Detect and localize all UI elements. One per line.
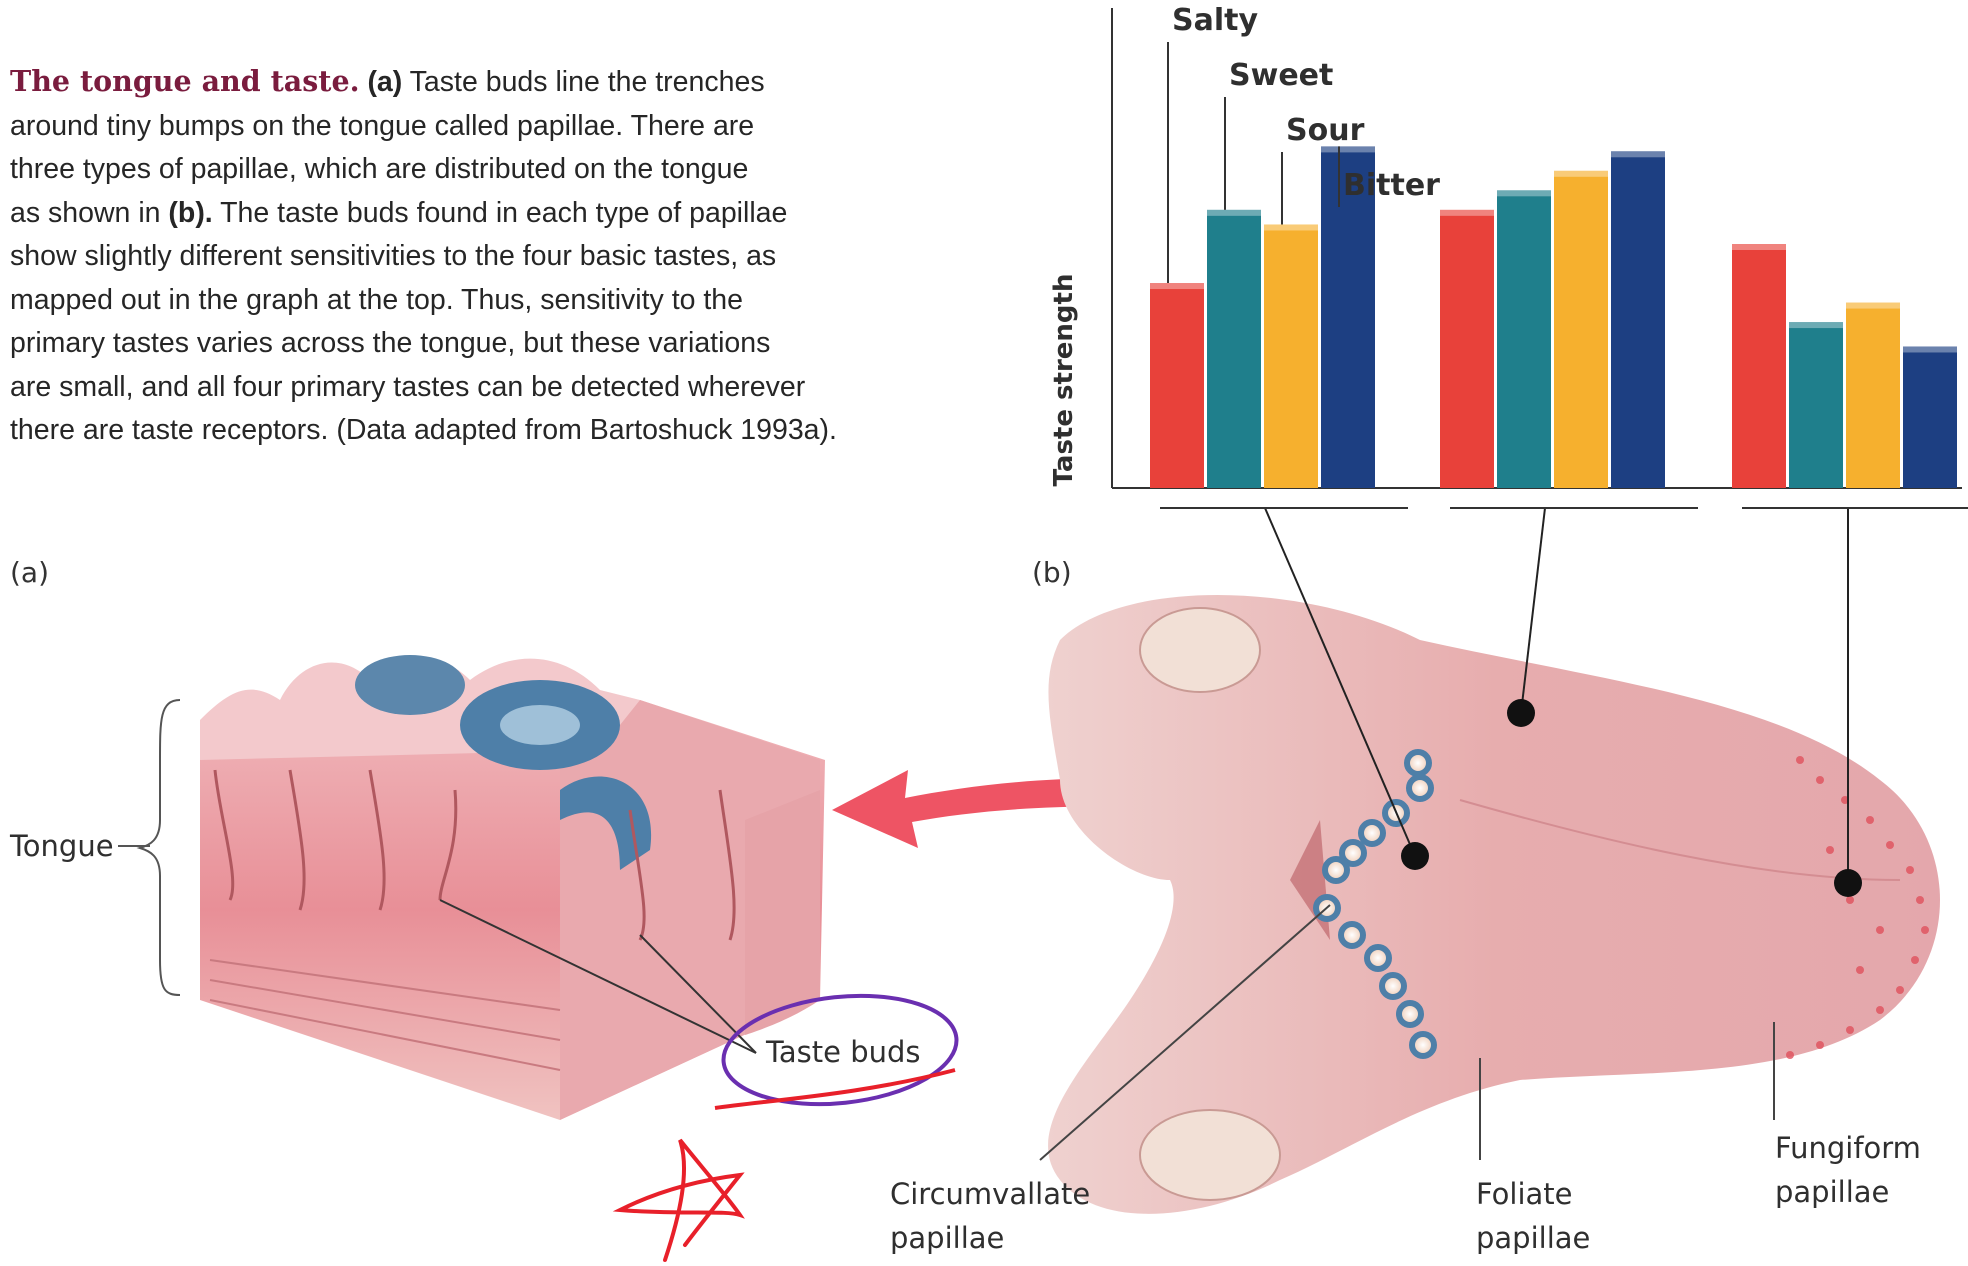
bar-highlight-bitter-group-1 (1321, 146, 1375, 153)
bar-sour-group-3 (1846, 302, 1900, 488)
bar-highlight-sour-group-1 (1264, 224, 1318, 231)
foliate-label-line2: papillae (1476, 1221, 1591, 1255)
y-axis-label: Taste strength (1049, 274, 1079, 487)
tongue-top-view-illustration (1048, 595, 1940, 1214)
bar-highlight-bitter-group-2 (1611, 151, 1665, 158)
purple-circle-annotation (721, 993, 959, 1107)
foliate-label: Foliate papillae (1476, 1172, 1590, 1260)
bar-bitter-group-3 (1903, 346, 1957, 488)
caption-line-5: show slightly different sensitivities to… (10, 240, 777, 272)
caption-line-8: are small, and all four primary tastes c… (10, 370, 806, 403)
bar-sweet-group-2 (1497, 190, 1551, 488)
tongue-tissue-illustration (118, 655, 825, 1120)
bar-highlight-sweet-group-3 (1789, 322, 1843, 329)
circumvallate-label: Circumvallate papillae (890, 1172, 1090, 1260)
fungiform-region-dot (1834, 869, 1862, 897)
bar-sour-group-2 (1554, 170, 1608, 489)
tongue-label: Tongue (10, 829, 114, 863)
bar-sour-group-1 (1264, 224, 1318, 489)
caption-line-1: Taste buds line the trenches (402, 66, 765, 98)
red-underline-annotation (714, 1068, 956, 1110)
bar-bitter-group-1 (1321, 146, 1375, 488)
circumvallate-label-line1: Circumvallate (890, 1177, 1091, 1211)
caption-title: The tongue and taste. (10, 64, 360, 98)
circumvallate-bumps (1313, 749, 1437, 1059)
caption-ref-a: (a) (367, 66, 403, 98)
bar-bitter-group-2 (1611, 151, 1665, 488)
bar-sweet-group-3 (1789, 322, 1843, 488)
panel-label-a: (a) (10, 556, 50, 589)
legend-label-sweet: Sweet (1229, 58, 1333, 93)
bar-highlight-salty-group-2 (1440, 209, 1494, 216)
fungiform-label: Fungiform papillae (1775, 1126, 1921, 1214)
bar-salty-group-3 (1732, 244, 1786, 488)
bar-highlight-sweet-group-1 (1207, 209, 1261, 216)
legend-label-salty: Salty (1172, 3, 1258, 38)
caption-line-3: three types of papillae, which are distr… (10, 153, 749, 185)
taste-strength-chart: Taste strength Salty Sweet Sour Bitter (1049, 3, 1968, 509)
bar-highlight-bitter-group-3 (1903, 346, 1957, 353)
bar-salty-group-2 (1440, 209, 1494, 488)
circumvallate-label-line2: papillae (890, 1221, 1005, 1255)
bar-highlight-salty-group-1 (1150, 283, 1204, 290)
caption-line-6: mapped out in the graph at the top. Thus… (10, 283, 744, 316)
caption-line-2: around tiny bumps on the tongue called p… (10, 109, 755, 142)
panel-label-b: (b) (1032, 556, 1072, 589)
caption-line-7: primary tastes varies across the tongue,… (10, 327, 771, 359)
bar-salty-group-1 (1150, 283, 1204, 488)
foliate-label-line1: Foliate (1476, 1177, 1573, 1211)
fungiform-label-line1: Fungiform (1775, 1131, 1921, 1165)
bar-highlight-sour-group-2 (1554, 170, 1608, 177)
region-pointers (1264, 507, 1849, 883)
red-star-annotation (612, 1138, 745, 1262)
legend-label-sour: Sour (1286, 113, 1365, 148)
legend-label-bitter: Bitter (1343, 168, 1440, 203)
bar-sweet-group-1 (1207, 209, 1261, 488)
bar-highlight-sweet-group-2 (1497, 190, 1551, 197)
circumvallate-region-dot (1401, 842, 1429, 870)
caption-line-9: there are taste receptors. (Data adapted… (10, 414, 837, 446)
figure-caption: The tongue and taste. (a) Taste buds lin… (10, 60, 960, 453)
bar-highlight-salty-group-3 (1732, 244, 1786, 250)
taste-buds-label: Taste buds (766, 1035, 921, 1069)
fungiform-label-line2: papillae (1775, 1175, 1890, 1209)
caption-ref-b: (b). (168, 196, 213, 229)
foliate-region-dot (1507, 699, 1535, 727)
caption-line-4a: as shown in (10, 196, 169, 229)
caption-line-4b: The taste buds found in each type of pap… (212, 196, 788, 229)
fungiform-dots (1786, 756, 1929, 1059)
bar-highlight-sour-group-3 (1846, 302, 1900, 309)
